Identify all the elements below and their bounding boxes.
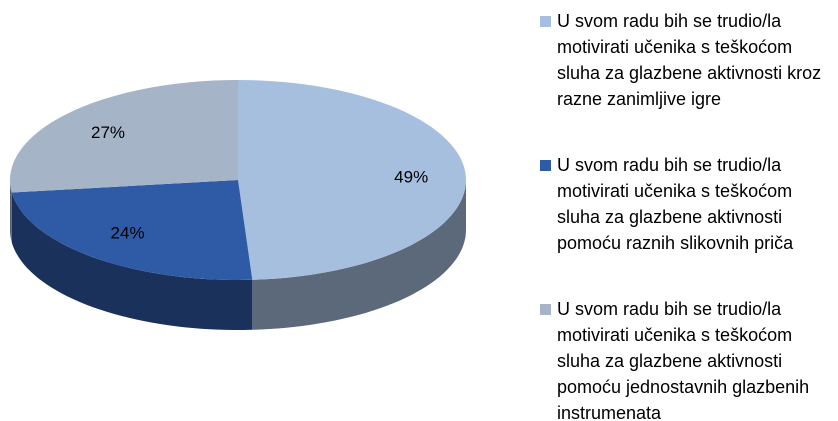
pie-slice xyxy=(238,80,466,280)
legend-label: U svom radu bih se trudio/la motivirati … xyxy=(557,155,794,253)
legend-item: U svom radu bih se trudio/la motivirati … xyxy=(540,8,830,112)
legend-swatch xyxy=(540,304,551,315)
data-label: 27% xyxy=(91,123,125,142)
pie-side xyxy=(252,180,466,330)
pie-side xyxy=(11,192,253,330)
legend-label: U svom radu bih se trudio/la motivirati … xyxy=(557,11,822,109)
legend-swatch xyxy=(540,160,551,171)
pie-plot: 49% 24% 27% xyxy=(9,80,466,330)
pie-slice xyxy=(9,80,238,193)
pie-slice xyxy=(11,180,253,280)
legend-label: U svom radu bih se trudio/la motivirati … xyxy=(557,299,810,421)
data-label: 24% xyxy=(111,223,145,242)
data-label: 49% xyxy=(394,167,428,186)
legend-item: U svom radu bih se trudio/la motivirati … xyxy=(540,152,830,256)
pie-side xyxy=(10,180,12,243)
legend-item: U svom radu bih se trudio/la motivirati … xyxy=(540,296,830,421)
legend-swatch xyxy=(540,16,551,27)
